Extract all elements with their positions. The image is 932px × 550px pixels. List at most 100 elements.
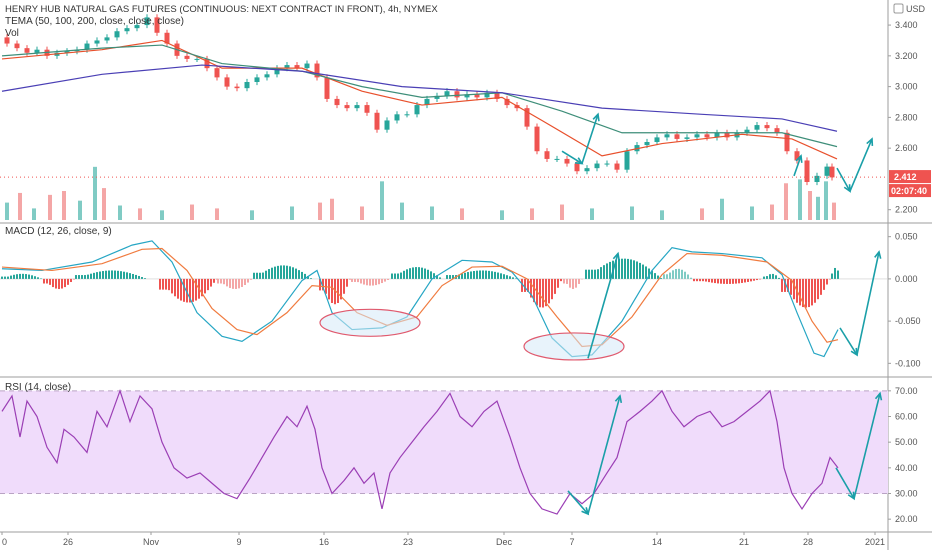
macd-hist-bar [189, 278, 191, 303]
macd-hist-bar [732, 278, 734, 284]
candle-body [754, 125, 760, 130]
macd-hist-bar [756, 278, 758, 281]
macd-hist-bar [394, 273, 396, 279]
candle-body [144, 17, 150, 26]
macd-hist-bar [430, 271, 432, 279]
candle-body [224, 77, 230, 87]
macd-hist-bar [415, 267, 417, 279]
macd-hist-bar [738, 278, 740, 284]
macd-hist-bar [298, 270, 300, 279]
candle-body [14, 43, 20, 49]
candle-body [284, 65, 290, 69]
macd-hist-bar [207, 278, 209, 291]
macd-hist-bar [235, 278, 237, 289]
volume-bar [560, 204, 564, 220]
macd-hist-bar [482, 270, 484, 279]
candle-body [384, 120, 390, 130]
last-price-badge [889, 170, 931, 184]
macd-hist-bar [204, 278, 206, 294]
candle-body [504, 98, 510, 106]
volume-bar [816, 196, 820, 220]
macd-hist-bar [223, 278, 225, 285]
volume-bar [700, 208, 704, 220]
macd-hist-bar [174, 278, 176, 297]
macd-hist-bar [769, 274, 771, 279]
macd-hist-bar [621, 258, 623, 279]
macd-hist-bar [449, 275, 451, 279]
macd-hist-bar [618, 259, 620, 279]
candle-body [184, 55, 190, 59]
candle-body [34, 49, 40, 53]
rsi-y-tick: 20.00 [895, 514, 918, 524]
candle-body [394, 114, 400, 121]
macd-hist-bar [144, 278, 146, 279]
macd-hist-bar [461, 273, 463, 279]
candle-body [64, 51, 70, 53]
macd-y-tick: -0.050 [895, 316, 921, 326]
macd-hist-bar [375, 278, 377, 286]
macd-hist-bar [16, 274, 18, 279]
macd-hist-bar [464, 272, 466, 279]
volume-bar [630, 206, 634, 220]
volume-bar [32, 208, 36, 220]
macd-y-tick: -0.100 [895, 358, 921, 368]
price-y-tick: 3.000 [895, 82, 918, 92]
macd-hist-bar [111, 270, 113, 279]
macd-hist-bar [488, 270, 490, 279]
macd-hist-bar [633, 260, 635, 279]
macd-hist-bar [530, 278, 532, 298]
macd-hist-bar [705, 278, 707, 282]
macd-hist-bar [226, 278, 228, 287]
candle-body [304, 63, 310, 69]
candle-body [694, 134, 700, 138]
macd-hist-bar [672, 270, 674, 279]
currency-label: USD [906, 4, 926, 14]
macd-hist-bar [545, 278, 547, 307]
macd-hist-bar [366, 278, 368, 286]
candle-body [814, 175, 820, 182]
macd-hist-bar [654, 273, 656, 279]
candle-body [114, 31, 120, 38]
price-y-tick: 3.200 [895, 51, 918, 61]
macd-hist-bar [391, 273, 393, 279]
candle-body [374, 112, 380, 130]
macd-hist-bar [195, 278, 197, 301]
macd-hist-bar [7, 276, 9, 279]
volume-bar [18, 192, 22, 220]
candle-body [124, 28, 130, 32]
macd-hist-bar [34, 276, 36, 279]
macd-hist-bar [319, 278, 321, 291]
macd-hist-bar [259, 272, 261, 279]
macd-hist-bar [105, 270, 107, 279]
macd-hist-bar [180, 278, 182, 301]
macd-hist-bar [775, 275, 777, 279]
macd-hist-bar [46, 278, 48, 284]
volume-bar [832, 202, 836, 220]
volume-bar [770, 204, 774, 220]
macd-hist-bar [542, 278, 544, 308]
macd-hist-bar [744, 278, 746, 283]
macd-hist-bar [624, 258, 626, 279]
candle-body [94, 40, 100, 44]
macd-hist-bar [563, 278, 565, 284]
macd-hist-bar [135, 274, 137, 279]
macd-hist-bar [436, 275, 438, 279]
tema-line [1, 64, 838, 132]
macd-hist-bar [506, 275, 508, 279]
candle-body [644, 142, 650, 146]
macd-hist-bar [129, 273, 131, 279]
macd-hist-bar [735, 278, 737, 284]
macd-hist-bar [645, 266, 647, 279]
macd-hist-bar [572, 278, 574, 290]
macd-hist-bar [600, 267, 602, 279]
macd-hist-bar [52, 278, 54, 288]
macd-hist-bar [307, 275, 309, 279]
macd-hist-bar [424, 268, 426, 279]
macd-hist-bar [138, 275, 140, 279]
macd-hist-bar [387, 278, 389, 281]
macd-hist-bar [575, 278, 577, 288]
macd-hist-bar [244, 278, 246, 285]
candle-body [494, 92, 500, 99]
macd-hist-bar [521, 278, 523, 292]
